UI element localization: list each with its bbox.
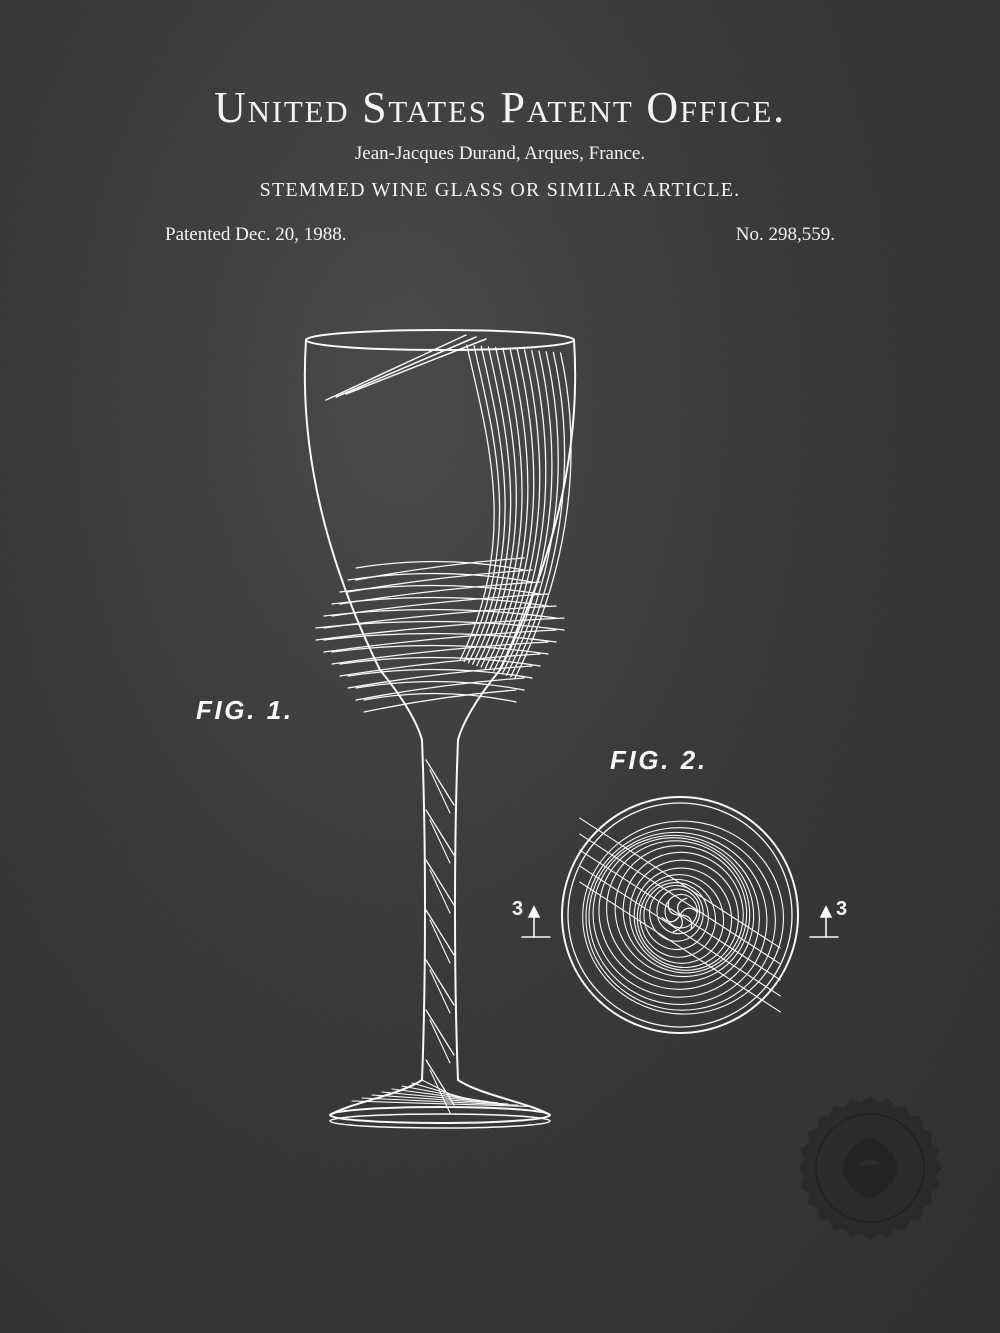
- article-title: STEMMED WINE GLASS OR SIMILAR ARTICLE.: [0, 179, 1000, 202]
- patented-date: Patented Dec. 20, 1988.: [165, 224, 347, 246]
- inventor-line: Jean-Jacques Durand, Arques, France.: [0, 143, 1000, 165]
- fig2-label: FIG. 2.: [610, 745, 708, 776]
- svg-text:3: 3: [512, 898, 523, 920]
- svg-text:3: 3: [836, 898, 847, 920]
- fig1-label: FIG. 1.: [196, 695, 294, 726]
- patent-seal-icon: [795, 1093, 945, 1243]
- patent-number: No. 298,559.: [736, 224, 835, 246]
- patent-office-title: United States Patent Office.: [0, 82, 1000, 133]
- meta-row: Patented Dec. 20, 1988. No. 298,559.: [0, 224, 1000, 246]
- header: United States Patent Office. Jean-Jacque…: [0, 0, 1000, 246]
